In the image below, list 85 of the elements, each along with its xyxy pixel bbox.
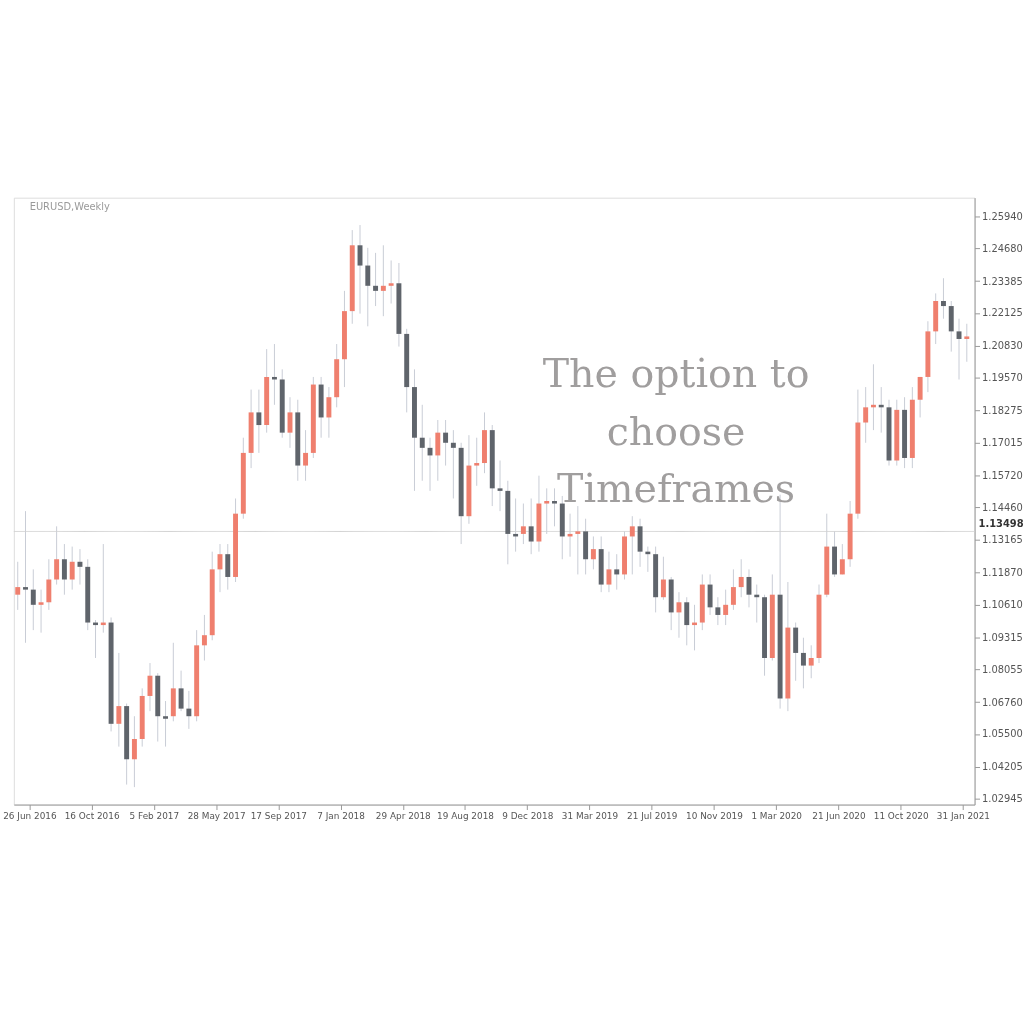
candlestick bbox=[450, 429, 456, 499]
y-tick-label: 1.15720 bbox=[981, 469, 1023, 481]
candlestick bbox=[800, 637, 806, 689]
candlestick bbox=[738, 558, 744, 598]
y-tick-label: 1.08055 bbox=[981, 663, 1023, 675]
candlestick bbox=[380, 244, 386, 317]
x-tick-label: 10 Nov 2019 bbox=[686, 810, 744, 821]
candlestick bbox=[46, 558, 52, 611]
x-tick-label: 26 Jun 2016 bbox=[3, 810, 57, 821]
candlestick bbox=[61, 543, 67, 596]
candlestick bbox=[660, 556, 666, 601]
x-tick-label: 16 Oct 2016 bbox=[64, 810, 120, 821]
candlestick bbox=[808, 644, 814, 679]
y-tick-label: 1.18275 bbox=[981, 404, 1023, 416]
candlestick bbox=[715, 596, 721, 626]
candlestick bbox=[178, 670, 184, 712]
x-tick-label: 29 Apr 2018 bbox=[375, 810, 432, 821]
x-tick-label: 21 Jul 2019 bbox=[627, 810, 678, 821]
candlestick bbox=[443, 419, 449, 467]
x-tick-label: 31 Jan 2021 bbox=[936, 810, 991, 821]
candlestick bbox=[131, 715, 137, 788]
candlestick bbox=[419, 404, 425, 482]
candlestick bbox=[201, 614, 207, 662]
x-tick-label: 28 May 2017 bbox=[187, 810, 246, 821]
x-tick-label: 5 Feb 2017 bbox=[129, 810, 180, 821]
candlestick bbox=[863, 386, 869, 444]
y-tick-label: 1.02945 bbox=[981, 793, 1023, 805]
x-tick-label: 11 Oct 2020 bbox=[873, 810, 929, 821]
candlestick bbox=[365, 247, 371, 327]
candlestick bbox=[435, 419, 441, 482]
y-tick-label: 1.23385 bbox=[981, 275, 1023, 287]
candlestick bbox=[964, 323, 970, 363]
ref-line-label: 1.13498 bbox=[978, 518, 1024, 530]
candlestick bbox=[917, 376, 923, 418]
candlestick bbox=[30, 568, 36, 631]
x-tick-label: 19 Aug 2018 bbox=[437, 810, 495, 821]
y-tick-label: 1.13165 bbox=[981, 534, 1023, 546]
x-tick-label: 9 Dec 2018 bbox=[502, 810, 554, 821]
x-tick-label: 31 Mar 2019 bbox=[561, 810, 619, 821]
candlestick bbox=[552, 487, 557, 527]
candlestick bbox=[497, 460, 503, 512]
x-tick-label: 21 Jun 2020 bbox=[812, 810, 866, 821]
candlestick bbox=[77, 548, 83, 586]
y-tick-label: 1.10610 bbox=[981, 599, 1023, 611]
candlestick bbox=[606, 551, 612, 593]
candlestick bbox=[590, 535, 596, 570]
y-tick-label: 1.17015 bbox=[981, 436, 1023, 448]
candlestick bbox=[940, 277, 946, 320]
x-tick-label: 1 Mar 2020 bbox=[751, 810, 803, 821]
candlestick bbox=[707, 573, 713, 616]
candlestick bbox=[676, 591, 682, 639]
y-tick-label: 1.05500 bbox=[981, 728, 1023, 740]
candlestick bbox=[474, 437, 480, 487]
candlestick bbox=[839, 543, 845, 575]
candlestick bbox=[373, 252, 379, 307]
x-tick-label: 17 Sep 2017 bbox=[250, 810, 307, 821]
x-tick-label: 7 Jan 2018 bbox=[317, 810, 366, 821]
candlestick bbox=[225, 543, 231, 591]
candlestick bbox=[69, 546, 75, 591]
y-tick-label: 1.09315 bbox=[981, 631, 1023, 643]
candlestick bbox=[326, 386, 332, 439]
candlestick bbox=[723, 589, 729, 626]
candlestick bbox=[614, 553, 620, 591]
y-tick-label: 1.20830 bbox=[981, 340, 1023, 352]
chart-title: EURUSD,Weekly bbox=[29, 200, 111, 212]
candlestick bbox=[388, 259, 394, 305]
candlestick bbox=[15, 561, 21, 611]
y-tick-label: 1.25940 bbox=[981, 210, 1023, 222]
y-tick-label: 1.06760 bbox=[981, 696, 1023, 708]
candlestick bbox=[256, 389, 262, 454]
y-tick-label: 1.22125 bbox=[981, 307, 1023, 319]
y-tick-label: 1.11870 bbox=[981, 567, 1023, 579]
annotation: The option to choose Timeframes bbox=[542, 350, 810, 512]
y-tick-label: 1.24680 bbox=[981, 242, 1023, 254]
candlestick bbox=[684, 596, 690, 646]
candlestick bbox=[116, 652, 122, 748]
candlestick bbox=[38, 589, 44, 634]
y-tick-label: 1.19570 bbox=[981, 372, 1023, 384]
y-tick-label: 1.14460 bbox=[981, 501, 1023, 513]
candlestick bbox=[427, 437, 433, 492]
candlestick bbox=[303, 429, 309, 482]
candlestick bbox=[730, 568, 736, 611]
y-tick-label: 1.04205 bbox=[981, 761, 1023, 773]
candlestick bbox=[186, 690, 192, 730]
candlestick bbox=[163, 700, 168, 748]
